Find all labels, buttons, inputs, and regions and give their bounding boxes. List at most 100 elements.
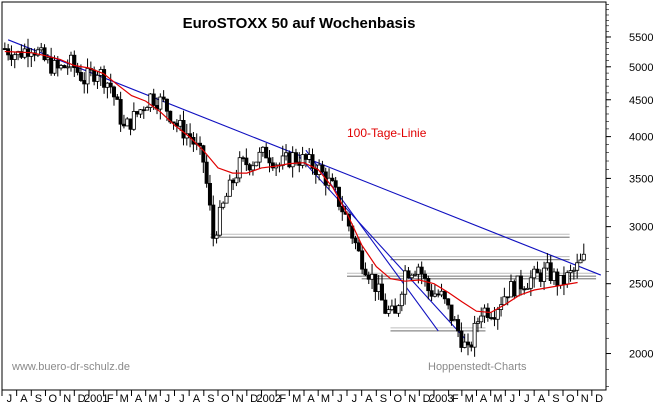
candle-body	[399, 293, 404, 307]
candle-body	[552, 271, 557, 282]
y-tick-label: 4500	[629, 95, 653, 107]
candle-body	[515, 275, 520, 297]
candle-body	[366, 274, 371, 280]
candle-body	[403, 270, 408, 295]
x-tick-label: O	[566, 393, 575, 405]
candle-body	[59, 65, 64, 69]
candle-body	[469, 344, 474, 348]
candle-body	[267, 157, 272, 164]
candle-body	[489, 317, 494, 319]
x-tick-label: A	[480, 393, 488, 405]
candle-body	[12, 54, 17, 60]
candle-body	[161, 96, 166, 100]
candle-body	[131, 111, 136, 130]
candle-body	[512, 281, 517, 297]
x-tick-label: N	[63, 393, 71, 405]
x-tick-label: S	[207, 393, 214, 405]
candle-body	[413, 273, 418, 276]
y-tick-label: 4000	[629, 132, 653, 144]
candle-body	[456, 319, 461, 332]
candle-body	[75, 67, 80, 73]
candle-body	[62, 65, 67, 69]
candle-body	[409, 274, 414, 279]
x-tick-label: S	[552, 393, 559, 405]
x-tick-label: D	[423, 393, 431, 405]
candle-body	[280, 155, 285, 166]
y-tick-label: 2500	[629, 279, 653, 291]
x-tick-label: A	[365, 393, 373, 405]
candle-body	[128, 118, 133, 130]
candle-body	[284, 152, 289, 157]
candle-body	[565, 272, 570, 285]
candle-body	[102, 69, 107, 88]
candle-body	[472, 322, 477, 348]
x-tick-label: J	[524, 393, 530, 405]
candle-body	[360, 250, 365, 270]
candle-body	[257, 151, 262, 163]
candle-body	[379, 283, 384, 301]
candle-body	[264, 146, 269, 159]
candle-body	[561, 274, 566, 285]
candle-body	[548, 262, 553, 282]
y-tick-label: 3000	[629, 222, 653, 234]
x-tick-label: M	[321, 393, 330, 405]
candle-body	[244, 157, 249, 166]
y-tick-label: 5500	[629, 32, 653, 44]
candle-body	[254, 161, 259, 167]
candle-body	[419, 266, 424, 275]
x-tick-label: N	[408, 393, 416, 405]
candle-body	[575, 262, 580, 271]
candle-body	[406, 270, 411, 279]
x-tick-label: O	[394, 393, 403, 405]
candle-body	[545, 262, 550, 269]
candle-body	[446, 298, 451, 306]
x-tick-label: A	[135, 393, 143, 405]
candle-body	[65, 66, 70, 69]
candle-body	[55, 60, 60, 69]
candle-body	[78, 72, 83, 81]
watermark-left: www.buero-dr-schulz.de	[11, 361, 130, 373]
chart-title: EuroSTOXX 50 auf Wochenbasis	[183, 15, 416, 32]
candle-body	[426, 278, 431, 292]
x-tick-label: M	[148, 393, 157, 405]
x-tick-label: D	[250, 393, 258, 405]
candle-body	[9, 54, 14, 60]
candle-body	[82, 80, 87, 85]
candle-body	[300, 154, 305, 166]
candle-body	[121, 123, 126, 127]
ma-label: 100-Tage-Linie	[347, 126, 427, 140]
candle-body	[449, 304, 454, 322]
candle-body	[112, 86, 117, 98]
candle-body	[465, 341, 470, 346]
candle-body	[118, 99, 123, 125]
candle-body	[141, 109, 146, 112]
candle-body	[234, 177, 239, 184]
candle-body	[340, 206, 345, 213]
candle-body	[442, 290, 447, 300]
x-tick-label: M	[465, 393, 474, 405]
x-tick-label: M	[120, 393, 129, 405]
candle-body	[221, 202, 226, 208]
candle-body	[49, 57, 54, 74]
x-tick-label: J	[352, 393, 358, 405]
candle-body	[475, 321, 480, 324]
candle-body	[72, 54, 77, 69]
candle-body	[108, 82, 113, 88]
x-tick-label: A	[538, 393, 546, 405]
x-tick-label: F	[279, 393, 286, 405]
candle-body	[370, 273, 375, 280]
x-tick-label: M	[493, 393, 502, 405]
trendline-lower-2	[298, 156, 466, 339]
candle-body	[45, 57, 50, 61]
candle-body	[303, 154, 308, 160]
x-tick-label: J	[337, 393, 343, 405]
candle-body	[376, 283, 381, 292]
ma-line	[4, 50, 578, 314]
candle-body	[207, 182, 212, 206]
candle-body	[542, 267, 547, 282]
candle-body	[231, 179, 236, 184]
candle-body	[568, 270, 573, 274]
candle-body	[452, 319, 457, 322]
candle-body	[363, 268, 368, 276]
candle-body	[429, 290, 434, 297]
